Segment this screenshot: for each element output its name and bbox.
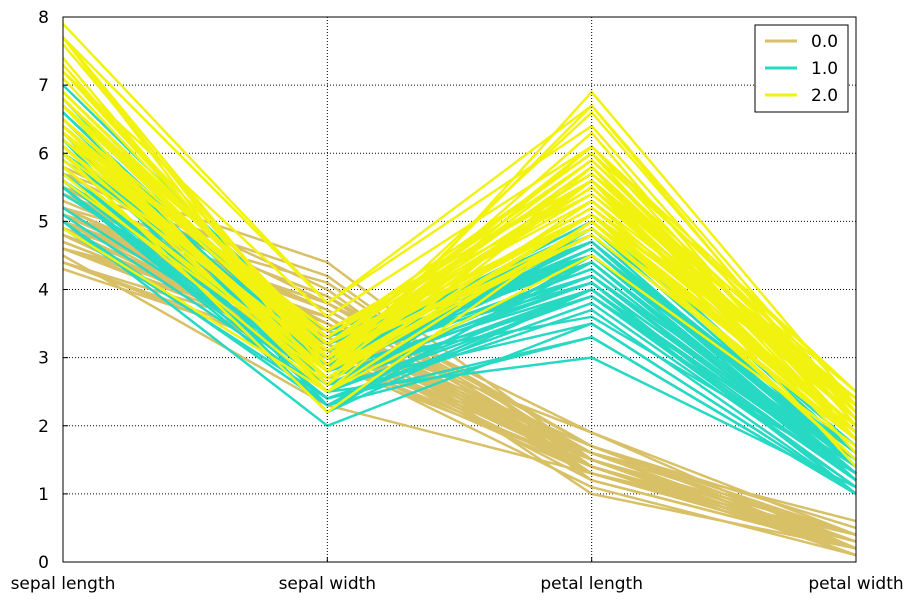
series-1.0-line-39 — [62, 186, 857, 475]
y-tick-label-1: 1 — [38, 485, 49, 505]
legend-label-0.0: 0.0 — [811, 32, 838, 52]
series-2.0-line-40 — [62, 104, 857, 400]
series-1.0-line-31 — [62, 186, 857, 495]
axis-label-2: petal length — [540, 574, 643, 594]
series-2.0-line-44 — [62, 104, 857, 393]
series-2.0-line-32 — [62, 125, 857, 414]
series-2.0-line-9 — [62, 70, 857, 393]
y-tick-label-0: 0 — [38, 553, 49, 573]
legend-label-2.0: 2.0 — [811, 86, 838, 106]
series-2.0-line-17 — [62, 36, 857, 413]
series-2.0-line-48 — [62, 138, 857, 407]
legend-label-1.0: 1.0 — [811, 59, 838, 79]
y-tick-label-6: 6 — [38, 144, 49, 164]
data-lines — [62, 22, 857, 557]
axis-label-1: sepal width — [279, 574, 377, 594]
axis-label-0: sepal length — [11, 574, 116, 594]
y-tick-label-4: 4 — [38, 281, 49, 301]
series-2.0-line-49 — [62, 159, 857, 441]
series-1.0-line-48 — [62, 213, 857, 489]
y-tick-label-3: 3 — [38, 349, 49, 369]
axis-labels: sepal length sepal width petal length petal… — [11, 574, 904, 594]
legend: 0.0 1.0 2.0 — [754, 24, 849, 113]
y-tick-label-2: 2 — [38, 417, 49, 437]
series-2.0-line-6 — [62, 227, 857, 448]
series-2.0-line-19 — [62, 152, 857, 461]
series-2.0-line-47 — [62, 118, 857, 427]
series-1.0-line-43 — [62, 220, 857, 495]
y-tick-labels: 0 1 2 3 4 5 6 7 8 — [38, 8, 49, 573]
axes — [62, 16, 857, 563]
y-tick-label-5: 5 — [38, 212, 49, 232]
series-2.0-line-42 — [62, 165, 857, 434]
y-tick-label-7: 7 — [38, 76, 49, 96]
axis-label-3: petal width — [808, 574, 903, 594]
series-2.0-line-22 — [62, 36, 857, 427]
y-tick-label-8: 8 — [38, 8, 49, 28]
